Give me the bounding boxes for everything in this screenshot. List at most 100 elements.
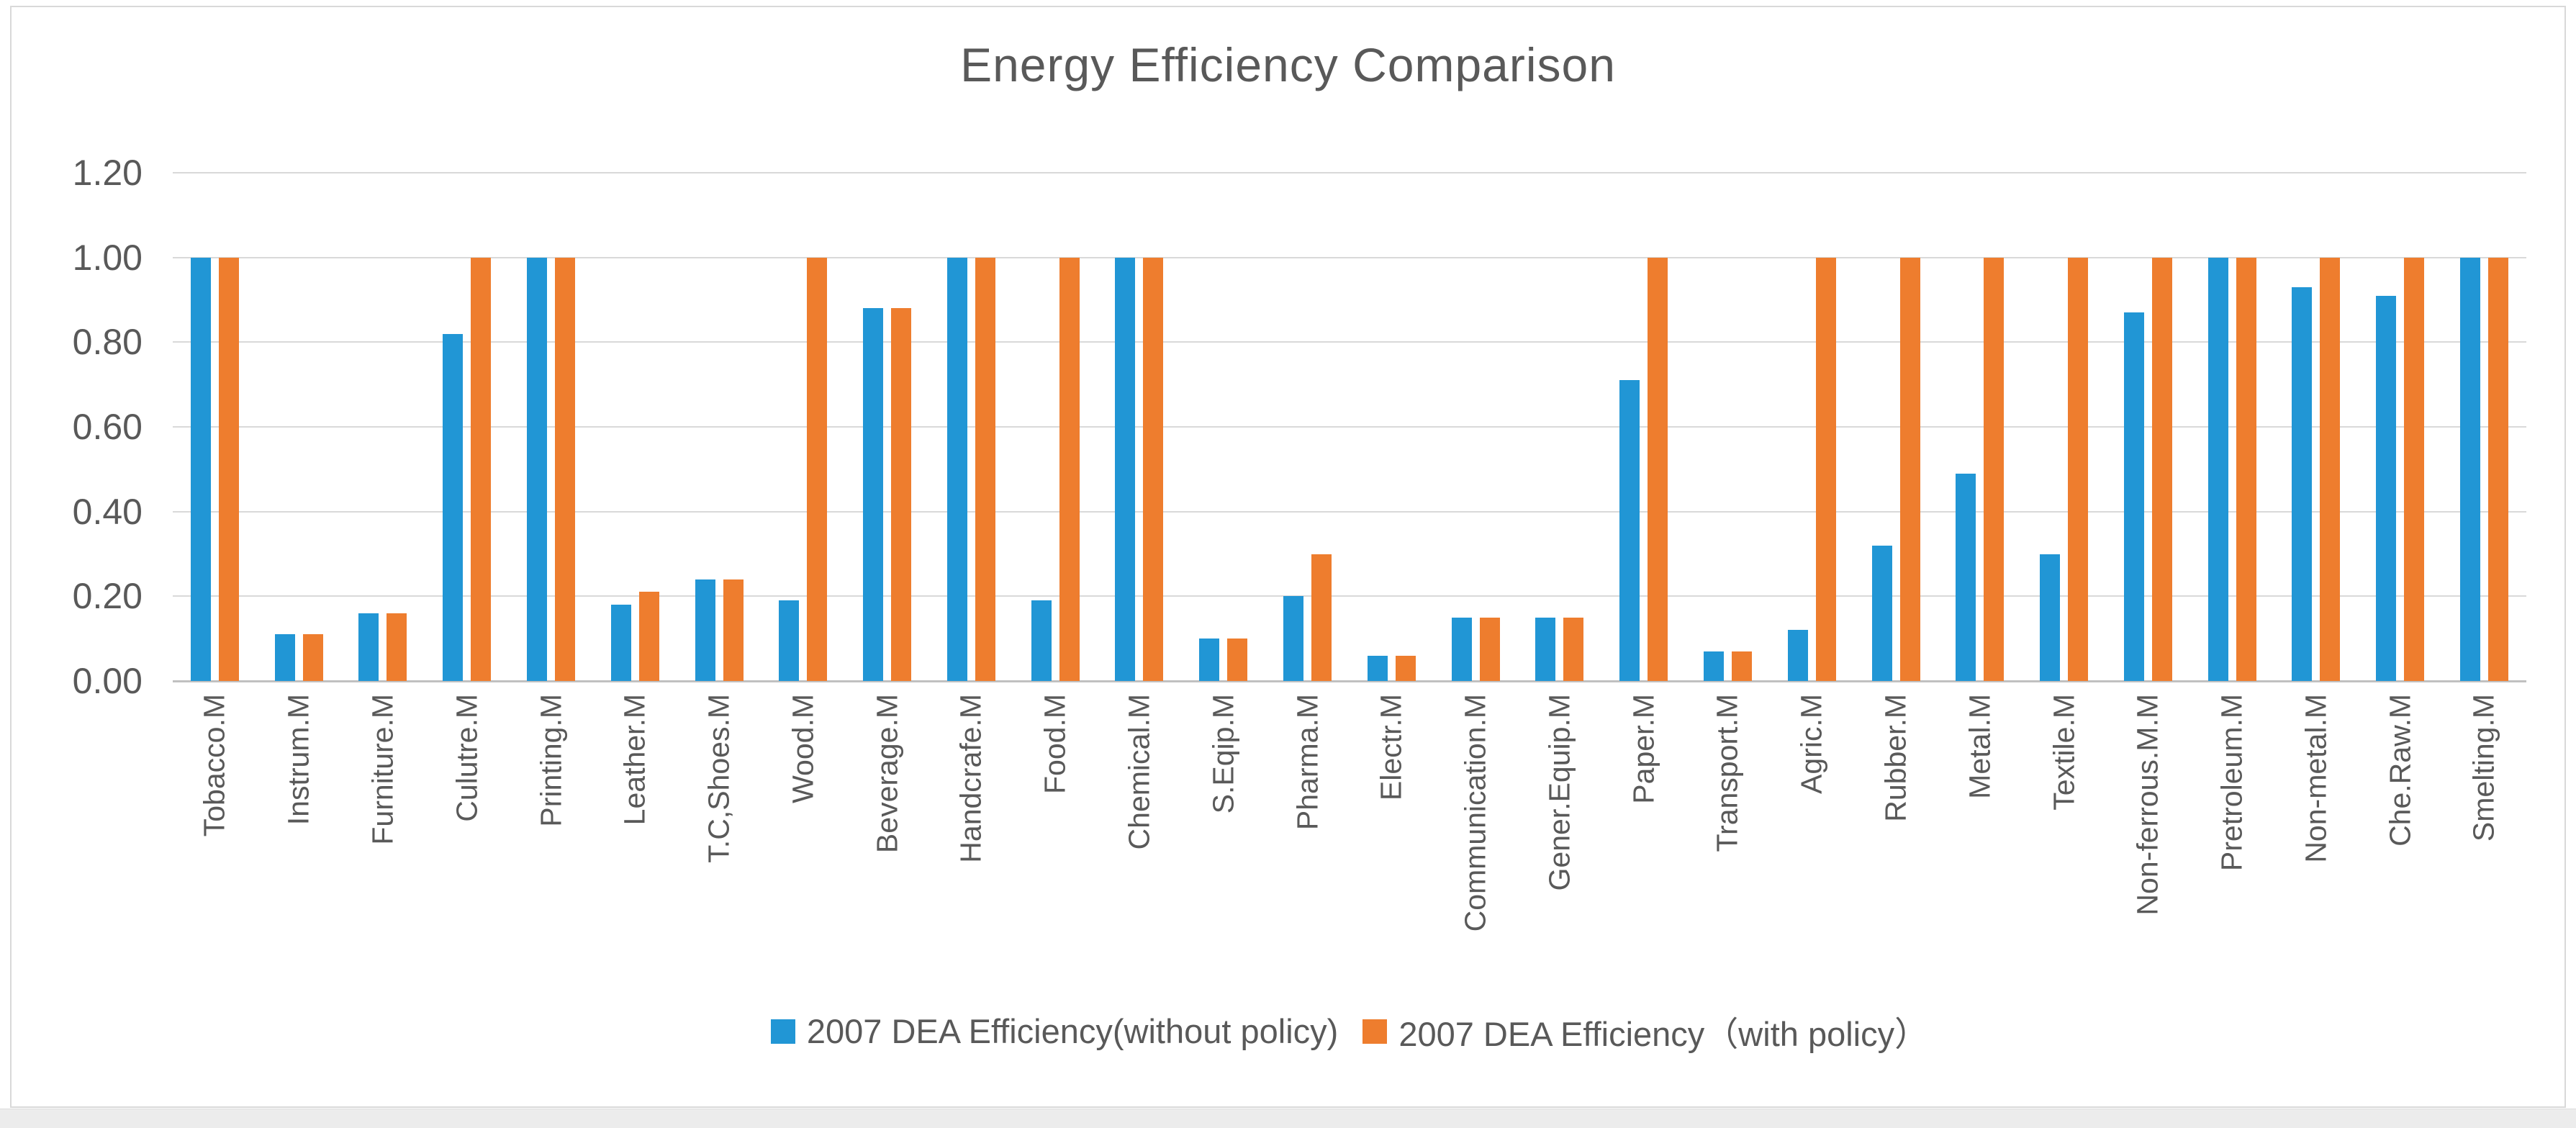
legend-label-with-policy: 2007 DEA Efficiency（with policy） <box>1398 1015 1929 1053</box>
bar-with-policy <box>1479 617 1500 681</box>
x-axis-category-label-text: Tobacco.M <box>197 694 231 837</box>
bar-without-policy <box>610 605 631 681</box>
x-axis-category-label-text: Furniture.M <box>366 694 399 845</box>
bar-without-policy <box>695 579 715 681</box>
legend-swatch-orange <box>1362 1019 1388 1044</box>
bar-without-policy <box>443 333 464 681</box>
bar-group: Rubber.M <box>1854 173 1938 822</box>
x-axis-category-label: Non-metal.M <box>2299 694 2333 867</box>
bar-group: Agric.M <box>1770 173 1854 794</box>
bar-with-policy <box>2320 257 2341 681</box>
x-axis-category-label: Beverage.M <box>870 694 904 857</box>
bar-group: Metal.M <box>1938 173 2022 799</box>
x-axis-category-label-text: Pharma.M <box>1291 694 1324 831</box>
bar-with-policy <box>1395 655 1416 681</box>
bar-with-policy <box>1984 257 2005 681</box>
x-axis-category-label: Textile.M <box>2047 694 2081 814</box>
bar-with-policy <box>2068 257 2089 681</box>
bar-without-policy <box>2040 554 2061 681</box>
x-axis-category-label: Pharma.M <box>1291 694 1324 834</box>
x-axis-category-label-text: Rubber.M <box>1879 694 1912 822</box>
legend-item-without-policy: 2007 DEA Efficiency(without policy) <box>770 1011 1338 1051</box>
x-axis-category-label-text: Leather.M <box>618 694 651 826</box>
bar-group: Pharma.M <box>1265 173 1350 830</box>
x-axis-category-label-text: Beverage.M <box>870 694 904 854</box>
bar-with-policy <box>218 257 239 681</box>
x-axis-category-label-text: Agric.M <box>1794 694 1828 794</box>
bar-group: Communication.M <box>1434 173 1518 931</box>
x-axis-category-label: Food.M <box>1039 694 1072 798</box>
x-axis-category-label: Electr.M <box>1375 694 1409 804</box>
x-axis-category-label-text: S.Eqip.M <box>1206 694 1240 814</box>
x-axis-category-label-text: Metal.M <box>1963 694 1997 799</box>
x-axis-category-label: Metal.M <box>1963 694 1997 803</box>
bar-with-policy <box>387 613 407 681</box>
gridline <box>173 341 2526 343</box>
x-axis-category-label-text: Non-ferrous.M.M <box>2130 694 2164 916</box>
bar-without-policy <box>1619 380 1640 681</box>
bar-group: S.Eqip.M <box>1181 173 1265 813</box>
y-axis-tick-label: 0.80 <box>72 322 143 363</box>
chart-title: Energy Efficiency Comparison <box>960 38 1616 91</box>
bar-group: Smelting.M <box>2442 173 2526 842</box>
x-axis-category-label-text: Culutre.M <box>450 694 484 822</box>
bar-without-policy <box>1787 630 1808 681</box>
bar-group: Textile.M <box>2022 173 2106 811</box>
bar-with-policy <box>1815 257 1836 681</box>
x-axis-category-label-text: Electr.M <box>1374 694 1408 801</box>
x-axis-category-label: Rubber.M <box>1879 694 1913 826</box>
bar-group: Tobacco.M <box>173 173 257 836</box>
y-axis-tick-label: 0.20 <box>72 576 143 617</box>
bar-without-policy <box>1367 655 1388 681</box>
bar-group: Non-metal.M <box>2274 173 2359 863</box>
y-axis-tick-label: 1.00 <box>72 237 143 278</box>
x-axis-category-label-text: Chemical.M <box>1122 694 1156 850</box>
x-axis-category-label-text: Paper.M <box>1627 694 1660 804</box>
bar-group: Transport.M <box>1686 173 1770 852</box>
x-axis-category-label: Handcrafe.M <box>954 694 988 867</box>
bar-with-policy <box>807 257 828 681</box>
bar-group: Chemical.M <box>1098 173 1182 849</box>
bar-with-policy <box>1563 617 1584 681</box>
y-axis-tick-label: 0.60 <box>72 407 143 447</box>
bar-group: Beverage.M <box>845 173 929 853</box>
bar-with-policy <box>1731 651 1752 681</box>
x-axis-category-label-text: Transport.M <box>1710 694 1744 852</box>
bar-without-policy <box>274 634 295 681</box>
gridline <box>173 510 2526 513</box>
bar-without-policy <box>1451 617 1472 681</box>
bar-group: Non-ferrous.M.M <box>2106 173 2190 916</box>
bar-with-policy <box>638 592 659 681</box>
bar-with-policy <box>975 257 995 681</box>
page-bottom-strip <box>0 1109 2576 1128</box>
x-axis-category-label: T.C,Shoes.M <box>702 694 736 867</box>
x-axis-category-label: Non-ferrous.M.M <box>2131 694 2165 919</box>
bar-without-policy <box>863 308 884 681</box>
bar-with-policy <box>2151 257 2172 681</box>
bar-without-policy <box>1956 473 1976 681</box>
x-axis-category-label-text: Che.Raw.M <box>2383 694 2417 847</box>
bar-without-policy <box>1535 617 1556 681</box>
plot-area: 1.20 1.00 0.80 0.60 0.40 0.20 0.00 Tobacco.M In… <box>73 153 2526 931</box>
x-axis-category-label: Agric.M <box>1795 694 1829 798</box>
x-axis-category-label: Paper.M <box>1627 694 1660 808</box>
bar-without-policy <box>2123 312 2144 681</box>
x-axis-category-label: Tobacco.M <box>198 694 232 840</box>
bar-without-policy <box>190 257 211 681</box>
chart-legend: 2007 DEA Efficiency(without policy) 2007… <box>173 1006 2526 1056</box>
x-axis-category-label: Pretroleum.M <box>2215 694 2249 875</box>
bar-without-policy <box>358 613 379 681</box>
bar-with-policy <box>1227 639 1248 681</box>
bar-without-policy <box>2376 295 2397 681</box>
legend-item-with-policy: 2007 DEA Efficiency（with policy） <box>1362 1006 1928 1056</box>
bar-group: Handcrafe.M <box>929 173 1013 863</box>
x-axis-category-label: S.Eqip.M <box>1206 694 1240 817</box>
bar-without-policy <box>527 257 548 681</box>
bar-group: Instrum.M <box>257 173 341 825</box>
x-axis-category-label-text: Non-metal.M <box>2299 694 2333 863</box>
bar-group: Culutre.M <box>425 173 509 822</box>
bar-with-policy <box>723 579 744 681</box>
bar-group: Food.M <box>1013 173 1098 794</box>
bar-with-policy <box>302 634 323 681</box>
